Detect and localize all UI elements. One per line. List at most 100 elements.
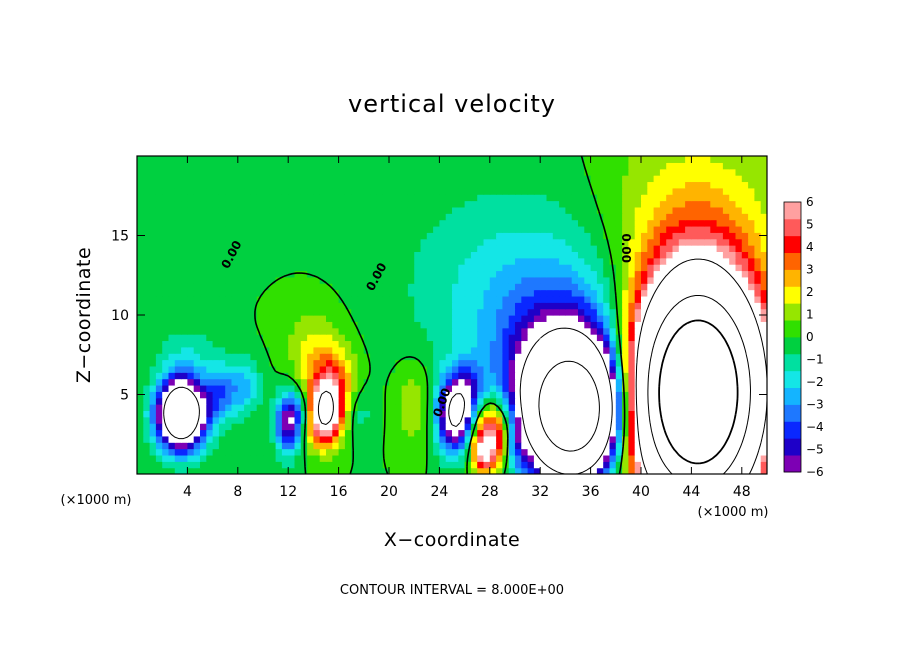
heatmap-cell — [143, 384, 151, 392]
heatmap-cell — [332, 251, 340, 259]
heatmap-cell — [477, 245, 485, 252]
heatmap-cell — [578, 353, 585, 361]
heatmap-cell — [357, 454, 365, 462]
heatmap-cell — [729, 359, 737, 367]
heatmap-cell — [452, 448, 459, 456]
heatmap-cell — [382, 270, 390, 278]
heatmap-cell — [540, 232, 548, 240]
heatmap-cell — [496, 175, 503, 183]
heatmap-cell — [269, 315, 277, 322]
heatmap-cell — [754, 225, 762, 233]
heatmap-cell — [200, 219, 207, 227]
heatmap-cell — [206, 454, 214, 462]
heatmap-cell — [729, 200, 737, 208]
heatmap-cell — [187, 448, 195, 456]
heatmap-cell — [527, 365, 535, 373]
heatmap-cell — [407, 423, 415, 431]
heatmap-cell — [603, 270, 611, 278]
heatmap-cell — [496, 168, 503, 176]
heatmap-cell — [685, 181, 692, 189]
heatmap-cell — [281, 334, 289, 342]
heatmap-cell — [401, 448, 409, 456]
heatmap-cell — [174, 264, 182, 272]
heatmap-cell — [672, 213, 680, 221]
heatmap-cell — [596, 194, 604, 202]
heatmap-cell — [389, 353, 396, 361]
heatmap-cell — [439, 442, 447, 450]
heatmap-cell — [414, 245, 422, 252]
heatmap-cell — [533, 359, 541, 367]
heatmap-cell — [155, 270, 163, 278]
heatmap-cell — [137, 302, 144, 310]
heatmap-cell — [351, 467, 359, 474]
heatmap-cell — [615, 276, 623, 284]
heatmap-cell — [477, 391, 485, 399]
heatmap-cell — [181, 416, 188, 424]
heatmap-cell — [628, 162, 636, 170]
heatmap-cell — [628, 232, 636, 240]
heatmap-cell — [376, 327, 384, 335]
heatmap-cell — [704, 365, 711, 373]
heatmap-cell — [401, 213, 409, 221]
heatmap-cell — [477, 461, 485, 469]
heatmap-cell — [143, 308, 151, 316]
heatmap-cell — [319, 206, 327, 214]
heatmap-cell — [313, 295, 321, 303]
heatmap-cell — [584, 302, 592, 310]
heatmap-cell — [313, 397, 321, 405]
heatmap-cell — [275, 442, 283, 450]
heatmap-cell — [666, 194, 674, 202]
heatmap-cell — [483, 334, 491, 342]
heatmap-cell — [244, 175, 251, 183]
heatmap-cell — [382, 365, 390, 373]
heatmap-cell — [231, 302, 239, 310]
heatmap-cell — [647, 168, 655, 176]
heatmap-cell — [445, 194, 453, 202]
heatmap-cell — [609, 206, 617, 214]
heatmap-cell — [313, 194, 321, 202]
heatmap-cell — [225, 283, 233, 291]
heatmap-cell — [294, 372, 302, 380]
heatmap-cell — [294, 225, 302, 233]
heatmap-cell — [206, 353, 214, 361]
heatmap-cell — [716, 340, 724, 348]
heatmap-cell — [256, 327, 264, 335]
heatmap-cell — [565, 187, 573, 195]
heatmap-cell — [445, 454, 453, 462]
heatmap-cell — [603, 194, 611, 202]
heatmap-cell — [540, 289, 548, 297]
heatmap-cell — [729, 384, 737, 392]
heatmap-cell — [552, 219, 560, 227]
heatmap-cell — [389, 327, 396, 335]
heatmap-cell — [502, 264, 510, 272]
heatmap-cell — [370, 334, 377, 342]
heatmap-cell — [307, 429, 314, 437]
heatmap-cell — [515, 251, 522, 259]
heatmap-cell — [288, 416, 296, 424]
heatmap-cell — [439, 384, 447, 392]
heatmap-cell — [722, 206, 730, 214]
heatmap-cell — [250, 156, 258, 163]
heatmap-cell — [137, 429, 144, 437]
heatmap-cell — [578, 225, 585, 233]
heatmap-cell — [351, 327, 359, 335]
heatmap-cell — [395, 245, 403, 252]
heatmap-cell — [647, 187, 655, 195]
heatmap-cell — [578, 283, 585, 291]
heatmap-cell — [565, 295, 573, 303]
heatmap-cell — [571, 334, 579, 342]
heatmap-cell — [231, 194, 239, 202]
heatmap-cell — [596, 365, 604, 373]
heatmap-cell — [344, 206, 352, 214]
heatmap-cell — [672, 283, 680, 291]
heatmap-cell — [212, 372, 220, 380]
heatmap-cell — [225, 435, 233, 443]
heatmap-cell — [300, 346, 308, 354]
heatmap-cell — [672, 391, 680, 399]
heatmap-cell — [603, 181, 611, 189]
heatmap-cell — [395, 219, 403, 227]
heatmap-cell — [275, 448, 283, 456]
heatmap-cell — [439, 295, 447, 303]
heatmap-cell — [641, 365, 648, 373]
heatmap-cell — [477, 264, 485, 272]
